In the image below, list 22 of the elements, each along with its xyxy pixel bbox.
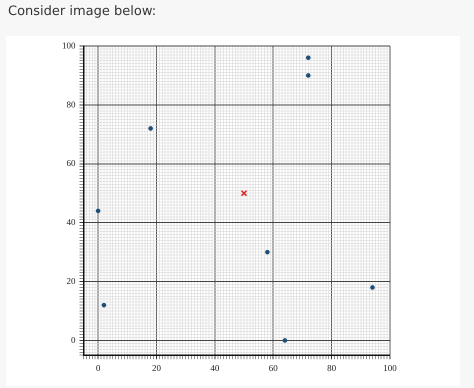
y-tick-label: 80	[66, 99, 76, 110]
point	[370, 285, 375, 290]
y-tick-label: 0	[71, 334, 76, 345]
y-tick-label: 20	[66, 276, 76, 286]
chart-title: Consider image below:	[8, 4, 156, 19]
x-tick-label: 100	[383, 362, 398, 373]
x-tick-label: 20	[152, 362, 162, 373]
point	[306, 55, 311, 60]
x-tick-label: 60	[268, 362, 278, 373]
point	[306, 73, 311, 78]
point	[240, 190, 248, 196]
x-tick-label: 80	[327, 362, 337, 373]
point	[265, 250, 270, 254]
point	[148, 126, 153, 131]
point	[282, 338, 288, 343]
x-tick-label: 0	[96, 362, 101, 373]
y-tick-label: 40	[66, 217, 76, 228]
point	[96, 208, 100, 214]
point	[102, 302, 106, 308]
y-tick-label: 60	[66, 158, 76, 168]
x-tick-label: 40	[210, 362, 220, 373]
y-tick-label: 100	[62, 40, 76, 50]
